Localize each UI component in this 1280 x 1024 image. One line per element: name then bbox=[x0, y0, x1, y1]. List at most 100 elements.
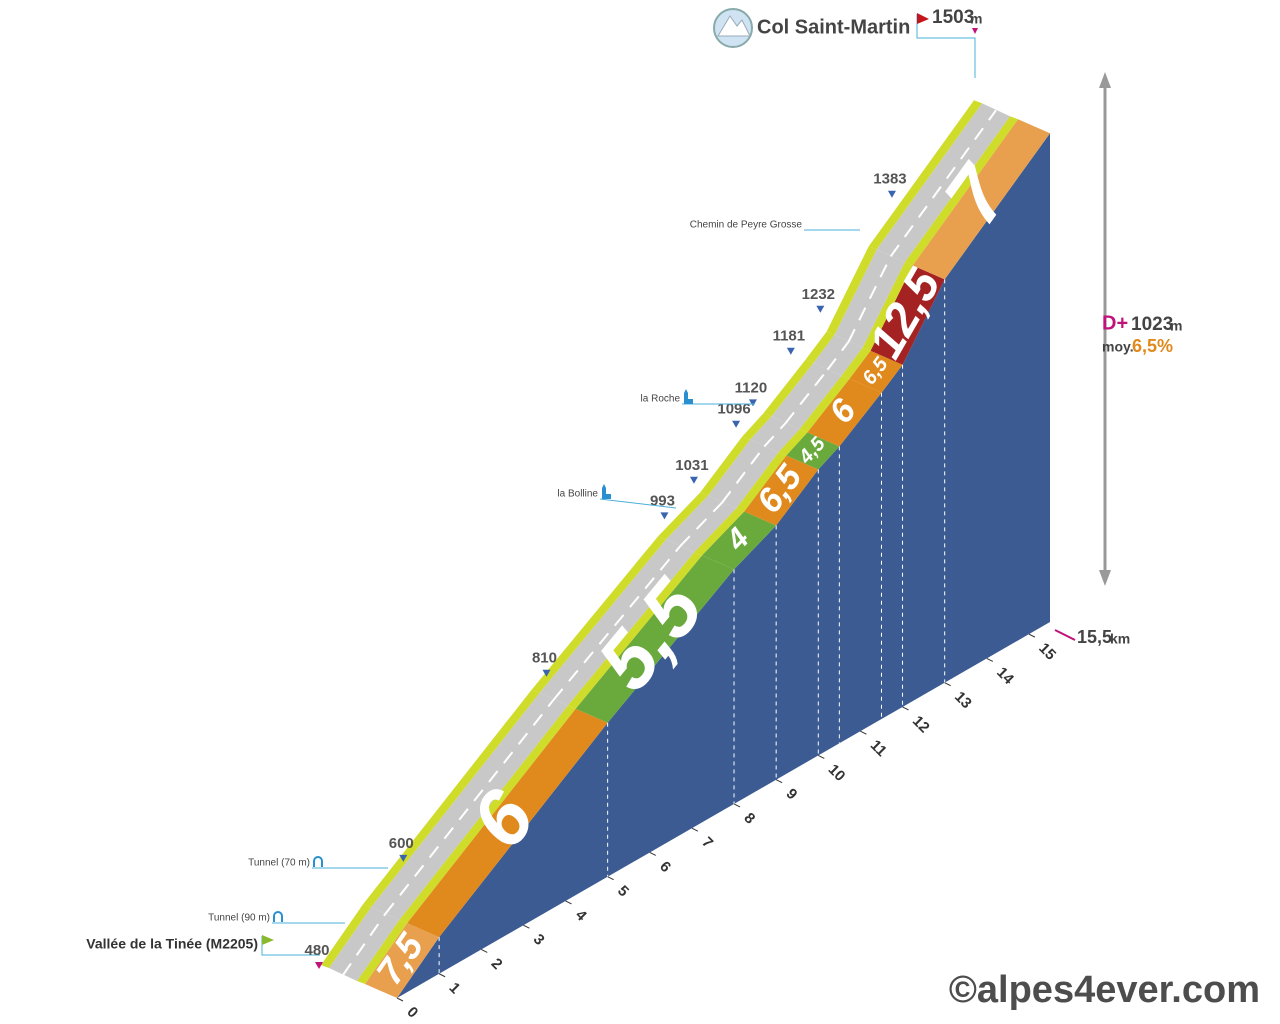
average-value: 6,5% bbox=[1132, 336, 1173, 356]
gradient-band bbox=[407, 708, 608, 938]
distance-value: 15,5 bbox=[1077, 627, 1112, 647]
x-tick bbox=[438, 973, 446, 978]
gradient-band bbox=[365, 923, 440, 998]
elevation-marker bbox=[732, 420, 741, 428]
road bbox=[813, 334, 863, 376]
start-label: Vallée de la Tinée (M2205) bbox=[86, 936, 258, 952]
summit-flag bbox=[917, 13, 929, 24]
x-tick bbox=[649, 852, 656, 856]
road-edge bbox=[868, 100, 982, 250]
road-centre bbox=[889, 109, 997, 258]
x-tick bbox=[481, 949, 488, 953]
elevation-marker bbox=[660, 512, 669, 520]
elevation-label: 810 bbox=[532, 650, 557, 667]
elevation-marker bbox=[816, 305, 825, 313]
road-centre bbox=[679, 501, 723, 548]
elevation-marker bbox=[887, 190, 896, 198]
x-tick bbox=[986, 657, 994, 662]
road-centre bbox=[784, 369, 829, 424]
road-centre bbox=[552, 545, 681, 701]
road-edge bbox=[567, 552, 703, 709]
x-tick bbox=[1028, 633, 1036, 638]
x-tick-label: 1 bbox=[445, 979, 463, 997]
elevation-label: 1031 bbox=[675, 457, 708, 474]
x-tick bbox=[860, 730, 867, 735]
elevation-label: 1232 bbox=[802, 286, 835, 303]
road-edge bbox=[357, 920, 408, 984]
road-edge bbox=[799, 375, 850, 433]
x-tick bbox=[818, 754, 825, 759]
gradient-band bbox=[912, 119, 1050, 280]
x-tick bbox=[733, 803, 741, 808]
gradient-band bbox=[702, 511, 777, 570]
x-tick-label: 6 bbox=[656, 858, 674, 876]
road bbox=[876, 103, 1010, 263]
distance-tick bbox=[1054, 629, 1076, 641]
tunnel-icon bbox=[313, 856, 323, 867]
elevation-marker bbox=[399, 854, 408, 862]
x-tick-label: 13 bbox=[951, 688, 975, 712]
x-tick-label: 3 bbox=[530, 931, 548, 949]
x-tick-label: 14 bbox=[993, 664, 1017, 688]
x-tick-label: 9 bbox=[783, 785, 801, 803]
gradient-band bbox=[786, 432, 840, 470]
elevation-marker bbox=[786, 347, 795, 355]
place-label: la Bolline bbox=[557, 489, 598, 500]
distance-unit: km bbox=[1110, 631, 1130, 647]
road-edge bbox=[841, 347, 871, 379]
road-edge bbox=[742, 413, 772, 440]
front-face bbox=[397, 133, 1050, 998]
summit-pin bbox=[972, 28, 978, 34]
x-tick bbox=[775, 779, 783, 784]
x-tick bbox=[607, 876, 614, 881]
x-tick-label: 5 bbox=[614, 882, 632, 900]
road-centre bbox=[826, 341, 850, 371]
gain-unit: m bbox=[1170, 318, 1182, 334]
gradient-band bbox=[807, 378, 882, 447]
road-edge bbox=[805, 331, 835, 363]
elevation-label: 1181 bbox=[773, 328, 806, 345]
x-tick-label: 12 bbox=[909, 713, 933, 737]
road-edge bbox=[826, 246, 877, 335]
x-tick-label: 15 bbox=[1035, 640, 1059, 664]
x-tick-label: 7 bbox=[698, 834, 716, 852]
summit-unit: m bbox=[970, 11, 982, 27]
x-tick-label: 2 bbox=[488, 955, 506, 973]
road-edge bbox=[363, 689, 540, 908]
col-icon-mountain bbox=[717, 15, 751, 37]
x-tick bbox=[396, 997, 404, 1002]
road-edge bbox=[531, 536, 667, 693]
elevation-label: 480 bbox=[304, 942, 329, 959]
road bbox=[750, 416, 800, 453]
church-icon bbox=[684, 389, 693, 404]
place-label: Tunnel (70 m) bbox=[248, 858, 310, 869]
elevation-label: 600 bbox=[389, 835, 414, 852]
road-edge bbox=[904, 116, 1018, 266]
summit-leader bbox=[916, 14, 976, 78]
road-edge bbox=[700, 436, 751, 496]
place-label: la Roche bbox=[641, 394, 681, 405]
road-edge bbox=[778, 429, 808, 456]
road-centre bbox=[847, 255, 892, 343]
average-label: moy. bbox=[1102, 339, 1134, 355]
x-tick bbox=[523, 924, 530, 929]
elevation-label: 1120 bbox=[735, 379, 768, 396]
gain-value: 1023 bbox=[1131, 314, 1173, 335]
x-tick bbox=[944, 682, 951, 687]
gradient-band bbox=[849, 350, 903, 393]
x-tick bbox=[902, 706, 909, 711]
tunnel-icon bbox=[273, 911, 283, 922]
x-tick-label: 11 bbox=[867, 737, 890, 760]
elevation-label: 1383 bbox=[873, 171, 906, 188]
copyright: ©alpes4ever.com bbox=[949, 969, 1260, 1011]
place-label: Tunnel (90 m) bbox=[208, 913, 270, 924]
summit-elevation: 1503 bbox=[932, 7, 974, 28]
gain-label: D+ bbox=[1102, 312, 1128, 334]
x-tick-label: 10 bbox=[825, 761, 849, 785]
x-tick-label: 4 bbox=[572, 907, 590, 925]
road-edge bbox=[321, 904, 372, 968]
road-centre bbox=[763, 422, 787, 448]
road-edge bbox=[736, 452, 787, 512]
road-edge bbox=[399, 705, 576, 924]
